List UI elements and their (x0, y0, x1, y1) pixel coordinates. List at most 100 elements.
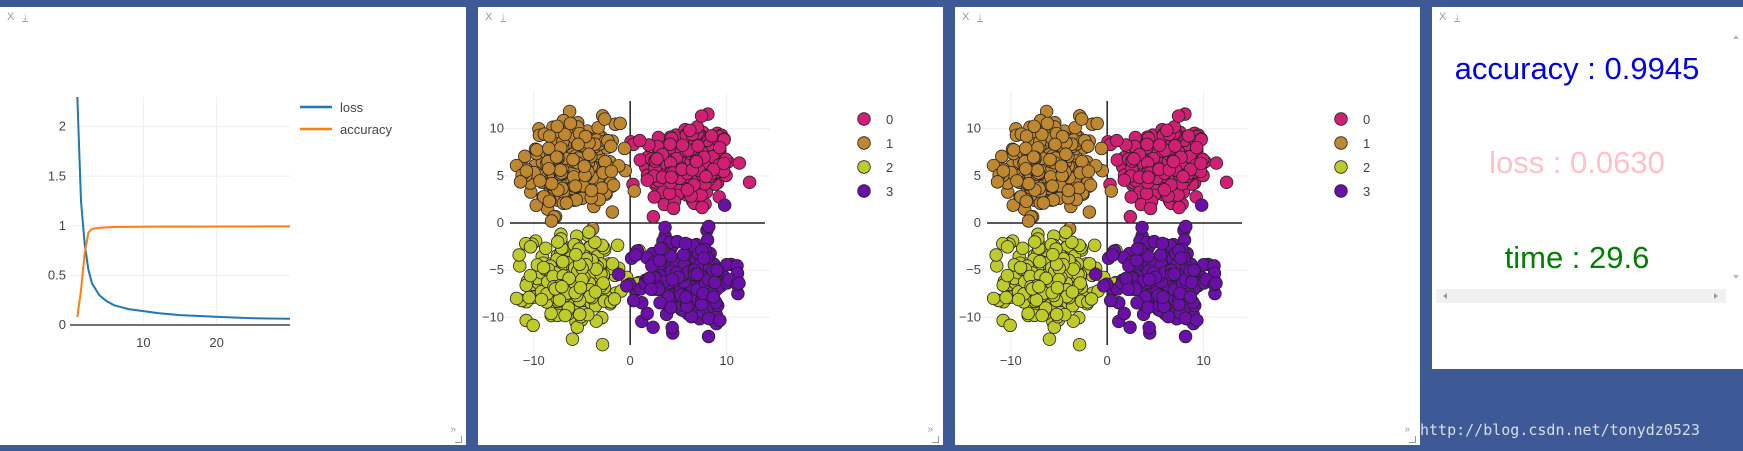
data-point-class-2 (573, 280, 588, 295)
data-point-class-0 (1152, 138, 1167, 152)
data-point-class-3 (708, 275, 722, 290)
data-point-class-2 (556, 254, 570, 269)
data-point-class-1 (1045, 179, 1060, 193)
close-pane-button[interactable]: X (962, 11, 970, 23)
data-point-class-2 (552, 293, 567, 307)
data-point-class-0 (1209, 156, 1224, 170)
data-point-class-0 (633, 133, 647, 148)
data-point-class-0 (689, 154, 704, 169)
data-point-class-2 (523, 240, 538, 254)
data-point-class-1 (553, 163, 568, 177)
cluster-scatter-chart-1: −10 0 10 10 5 0 −5 −10 0 1 2 3 (482, 91, 893, 368)
data-point-class-2 (1015, 241, 1030, 255)
data-point-class-1 (584, 183, 599, 198)
y-tick-label: −10 (482, 309, 504, 324)
legend-label-accuracy: accuracy (340, 122, 393, 137)
scatter-pane-1: X ↓ −10 0 10 10 5 0 −5 −10 0 1 2 3 » (478, 7, 943, 445)
download-icon[interactable]: ↓ (500, 11, 506, 23)
data-point-class-3 (1156, 290, 1170, 304)
data-point-class-1 (1081, 164, 1096, 179)
data-point-class-1 (1036, 196, 1051, 210)
data-point-class-1 (1083, 178, 1098, 192)
download-icon[interactable]: ↓ (1454, 11, 1460, 23)
data-point-class-0 (1176, 169, 1190, 184)
data-point-class-3 (1183, 290, 1198, 304)
legend-marker-class-2 (1334, 160, 1348, 174)
horizontal-scrollbar[interactable] (1436, 289, 1726, 303)
data-point-class-2 (534, 292, 549, 307)
data-point-class-0 (1181, 129, 1196, 143)
data-point-class-0 (1157, 183, 1172, 197)
resize-icon: » (450, 424, 456, 435)
legend-marker-class-2 (857, 160, 871, 174)
watermark: http://blog.csdn.net/tonydz0523 (1420, 421, 1700, 439)
data-point-class-0 (1124, 190, 1138, 204)
x-tick-label: 20 (209, 335, 223, 350)
data-point-class-3 (1209, 276, 1223, 290)
download-icon[interactable]: ↓ (22, 11, 28, 23)
x-tick-label: −10 (1000, 353, 1022, 368)
data-point-class-3 (646, 320, 660, 334)
pane-controls: X ↓ (962, 11, 983, 23)
scroll-up-icon[interactable] (1733, 35, 1739, 39)
data-point-class-2 (573, 307, 587, 322)
data-point-class-3 (640, 306, 654, 321)
close-pane-button[interactable]: X (1439, 11, 1447, 23)
data-point-class-2 (1028, 235, 1042, 249)
data-point-class-2 (523, 268, 538, 283)
data-point-class-0 (1190, 140, 1204, 155)
legend-marker-class-1 (1334, 136, 1348, 150)
legend-label-class-0: 0 (886, 112, 893, 127)
data-point-class-2 (1000, 240, 1015, 254)
data-point-class-2 (558, 308, 572, 323)
pane-controls: X ↓ (7, 11, 28, 23)
resize-handle[interactable]: » (927, 425, 939, 443)
data-point-class-1 (542, 141, 556, 156)
legend-marker-class-3 (857, 184, 871, 198)
data-point-class-1 (530, 143, 544, 157)
legend-label-class-2: 2 (1363, 160, 1370, 175)
data-point-class-2 (588, 285, 603, 299)
data-point-class-3 (1167, 267, 1181, 281)
close-pane-button[interactable]: X (485, 11, 493, 23)
data-point-class-3 (690, 267, 704, 281)
data-point-class-3 (664, 300, 678, 315)
y-tick-label: 0.5 (48, 267, 66, 282)
scroll-down-icon[interactable] (1733, 275, 1739, 279)
data-point-class-1 (542, 194, 557, 208)
data-point-class-1 (513, 175, 528, 189)
data-point-class-2 (512, 248, 526, 262)
download-icon[interactable]: ↓ (977, 11, 983, 23)
resize-icon: » (1404, 424, 1410, 435)
data-point-class-1 (1030, 163, 1045, 177)
data-point-class-1 (563, 116, 578, 131)
pane-controls: X ↓ (485, 11, 506, 23)
scroll-right-icon[interactable] (1714, 293, 1718, 299)
data-point-class-0 (1194, 156, 1208, 171)
data-point-class-1 (1040, 116, 1055, 131)
data-point-class-1 (519, 164, 534, 178)
loss-metric: loss : 0.0630 (1489, 145, 1665, 180)
data-point-class-0 (647, 190, 661, 204)
close-pane-button[interactable]: X (7, 11, 15, 23)
resize-handle[interactable]: » (1404, 425, 1416, 443)
y-tick-label: 1 (59, 218, 66, 233)
data-point-class-0 (646, 210, 661, 224)
x-tick-label: 0 (627, 353, 634, 368)
data-point-class-0 (1172, 200, 1186, 215)
data-point-class-0 (1110, 133, 1124, 148)
data-point-class-2 (536, 260, 551, 275)
data-point-class-0 (640, 173, 654, 187)
data-point-class-3 (701, 311, 716, 326)
scroll-left-icon[interactable] (1443, 293, 1447, 299)
legend-label-class-1: 1 (886, 136, 893, 151)
data-point-class-0 (664, 170, 678, 184)
data-point-class-0 (713, 140, 727, 155)
resize-handle[interactable]: » (450, 425, 462, 443)
data-point-class-3 (732, 276, 746, 290)
legend-label-loss: loss (340, 100, 364, 115)
data-point-class-1 (1006, 198, 1020, 212)
data-point-class-3 (1121, 282, 1135, 296)
data-point-class-3 (658, 220, 672, 235)
vertical-scrollbar[interactable] (1729, 25, 1743, 287)
